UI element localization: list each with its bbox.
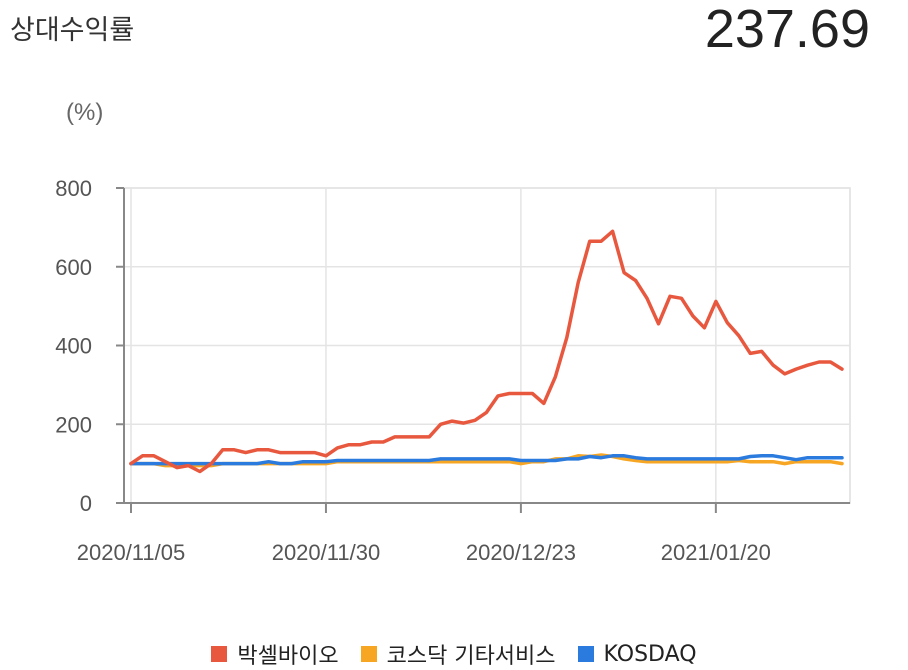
legend-swatch xyxy=(211,646,228,662)
legend-swatch xyxy=(577,646,594,662)
y-tick-label: 800 xyxy=(55,176,92,201)
y-axis-unit-label: (%) xyxy=(66,99,103,126)
y-tick-label: 200 xyxy=(55,412,92,437)
series-line-2 xyxy=(129,454,844,466)
x-tick-label: 2020/11/05 xyxy=(77,540,185,565)
axes xyxy=(116,187,850,513)
legend-item-0[interactable]: 박셀바이오 xyxy=(211,638,339,670)
series-group xyxy=(129,229,844,474)
return-value: 237.69 xyxy=(704,0,870,59)
legend-item-1[interactable]: 코스닥 기타서비스 xyxy=(360,638,556,670)
x-tick-label: 2020/11/30 xyxy=(272,540,380,565)
legend-label: 박셀바이오 xyxy=(237,644,339,669)
y-tick-label: 400 xyxy=(55,334,92,359)
series-line-0 xyxy=(129,229,844,474)
grid xyxy=(123,187,851,504)
legend-item-2[interactable]: KOSDAQ xyxy=(577,638,697,670)
tick-labels: 0 200 400 600 800 2020/11/05 2020/11/30 2020/12… xyxy=(55,176,771,565)
legend-label: 코스닥 기타서비스 xyxy=(386,644,556,669)
legend-swatch xyxy=(360,646,377,662)
legend: 박셀바이오 코스닥 기타서비스 KOSDAQ xyxy=(0,638,908,670)
x-tick-label: 2021/01/20 xyxy=(661,540,771,565)
legend-label: KOSDAQ xyxy=(603,641,697,667)
x-tick-label: 2020/12/23 xyxy=(466,540,576,565)
y-tick-label: 600 xyxy=(55,255,92,280)
chart-title: 상대수익률 xyxy=(10,15,135,46)
y-tick-label: 0 xyxy=(80,491,92,516)
